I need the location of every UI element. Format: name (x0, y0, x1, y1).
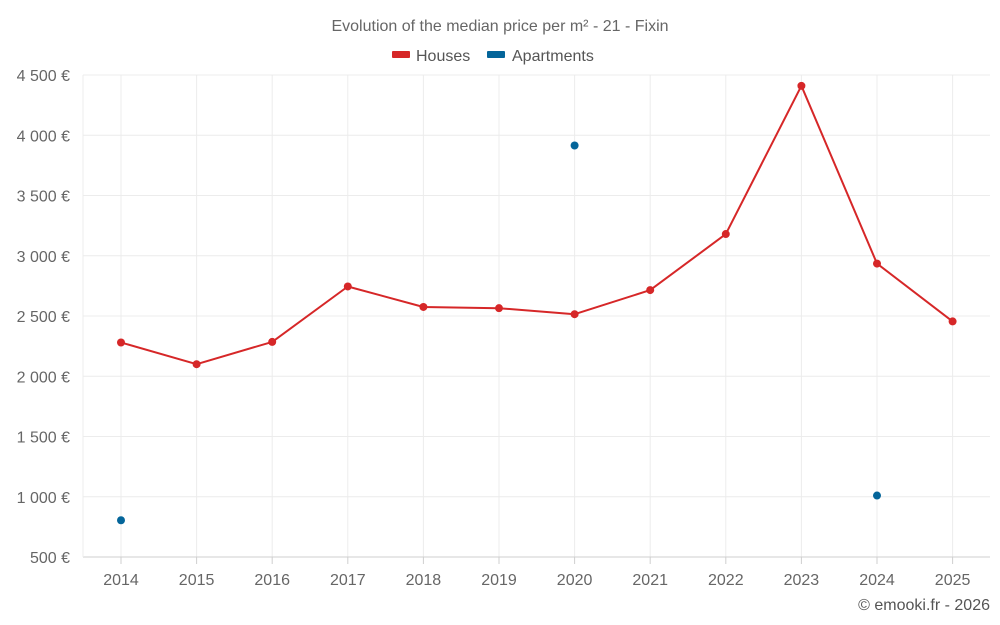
x-tick-label: 2022 (708, 572, 744, 589)
data-point-apartments-2014[interactable] (117, 516, 125, 525)
x-tick-label: 2018 (406, 572, 442, 589)
y-tick-label: 2 500 € (17, 309, 70, 326)
gridlines (83, 74, 990, 557)
y-axis-tick-labels: 500 € 1 000 € 1 500 € 2 000 € 2 500 € 3 000 €… (17, 68, 70, 567)
data-point-houses-2025[interactable] (948, 317, 957, 326)
y-tick-label: 4 000 € (17, 128, 70, 145)
data-point-houses-2016[interactable] (268, 337, 277, 346)
y-tick-label: 1 500 € (17, 430, 70, 447)
x-tick-label: 2014 (103, 572, 139, 589)
data-point-houses-2024[interactable] (873, 259, 881, 268)
data-point-houses-2017[interactable] (343, 282, 352, 291)
legend-swatch-houses[interactable] (392, 51, 410, 58)
data-point-houses-2018[interactable] (419, 302, 428, 311)
x-tick-label: 2019 (481, 572, 517, 589)
data-point-apartments-2020[interactable] (570, 141, 579, 150)
legend-swatch-apartments[interactable] (487, 51, 505, 58)
x-tick-label: 2024 (859, 572, 895, 589)
x-axis-tick-labels: 2014 2015 2016 2017 2018 2019 2020 2021 2022 2023… (103, 572, 970, 589)
y-tick-label: 2 000 € (17, 369, 70, 386)
y-tick-label: 500 € (30, 550, 70, 567)
chart-title: Evolution of the median price per m² - 2… (331, 18, 668, 35)
x-tick-label: 2016 (254, 572, 290, 589)
axes (82, 75, 990, 564)
data-point-houses-2022[interactable] (721, 230, 730, 239)
series-houses (117, 81, 957, 369)
legend-label-houses[interactable]: Houses (416, 48, 470, 65)
series (117, 81, 957, 525)
series-apartments (117, 141, 881, 525)
data-point-houses-2019[interactable] (495, 304, 503, 313)
x-tick-label: 2017 (330, 572, 366, 589)
x-tick-label: 2021 (632, 572, 668, 589)
data-point-houses-2015[interactable] (192, 360, 201, 369)
data-point-apartments-2024[interactable] (873, 491, 881, 500)
y-tick-label: 3 500 € (17, 189, 70, 206)
x-tick-label: 2025 (935, 572, 971, 589)
y-tick-label: 4 500 € (17, 68, 70, 85)
legend-label-apartments[interactable]: Apartments (512, 48, 594, 65)
data-point-houses-2023[interactable] (797, 81, 806, 90)
series-line-houses (120, 84, 954, 366)
x-tick-label: 2023 (784, 572, 820, 589)
credit-text: © emooki.fr - 2026 (858, 597, 990, 614)
data-point-houses-2021[interactable] (646, 286, 655, 295)
y-tick-label: 1 000 € (17, 490, 70, 507)
x-tick-label: 2015 (179, 572, 215, 589)
data-point-houses-2014[interactable] (117, 338, 125, 347)
legend: Houses Apartments (392, 48, 594, 65)
y-tick-label: 3 000 € (17, 249, 70, 266)
x-tick-label: 2020 (557, 572, 593, 589)
data-point-houses-2020[interactable] (570, 310, 579, 319)
